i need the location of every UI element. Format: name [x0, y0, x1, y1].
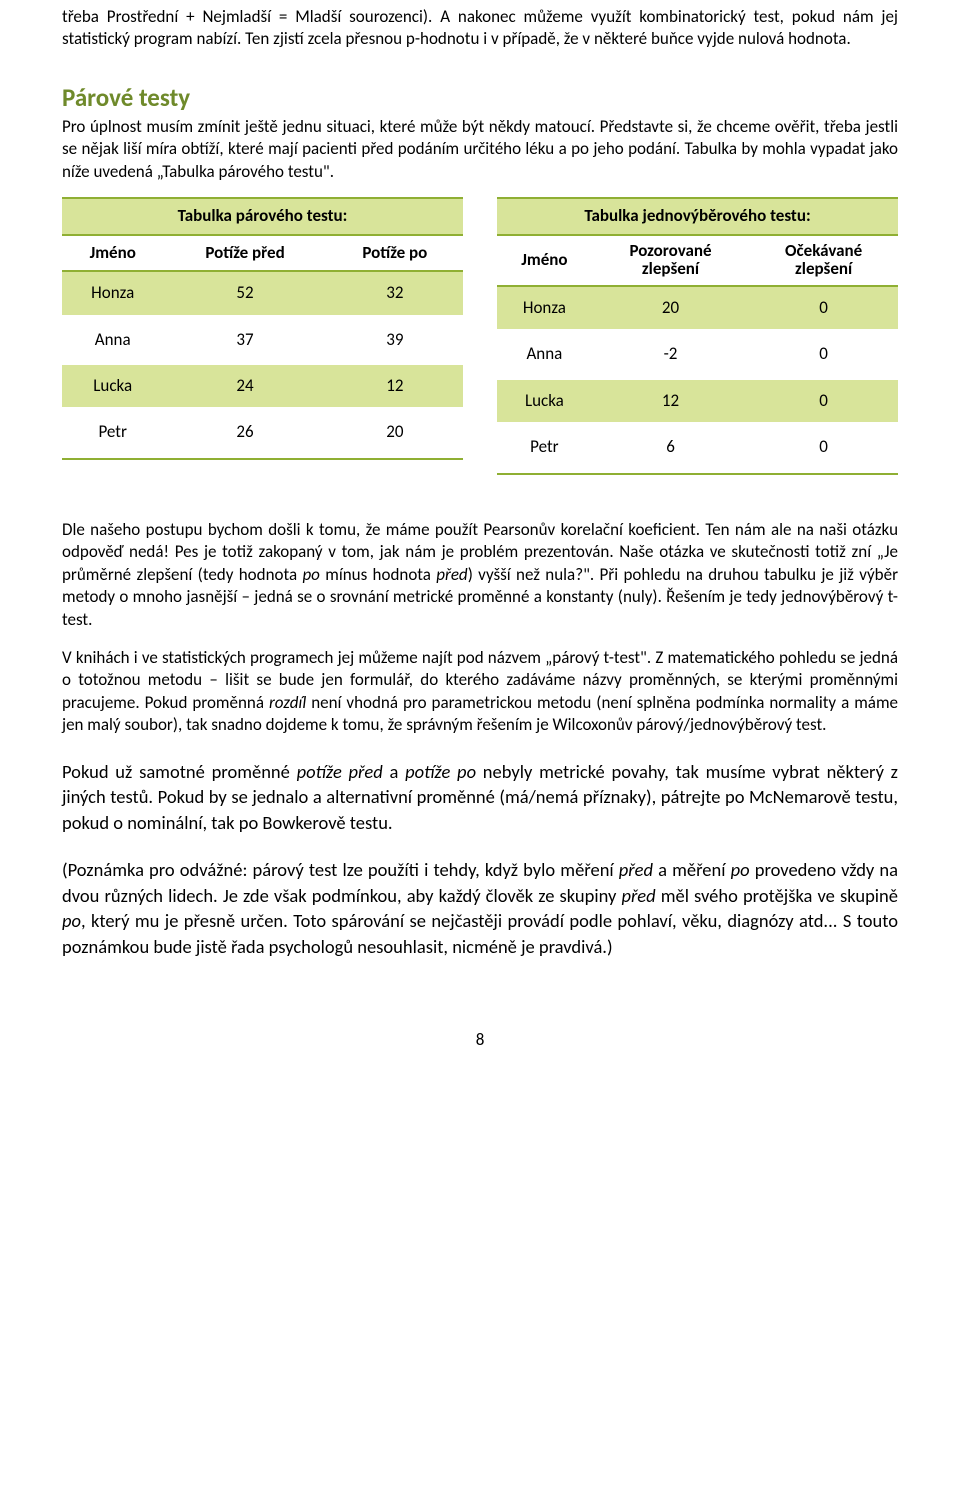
text-italic: po	[62, 909, 81, 932]
table-row: Lucka 12 0	[497, 380, 898, 422]
cell-a: 26	[163, 407, 326, 458]
cell-b: 0	[749, 422, 898, 473]
section-title-parove-testy: Párové testy	[62, 81, 898, 114]
cell-b: 32	[327, 271, 463, 314]
table-header-row: Jméno Pozorovanézlepšení Očekávanézlepše…	[497, 235, 898, 286]
table-paired: Tabulka párového testu: Jméno Potíže pře…	[62, 197, 463, 475]
text: (Poznámka pro odvážné: párový test lze p…	[62, 858, 619, 881]
table-row: Honza 52 32	[62, 271, 463, 314]
table-title-row: Tabulka jednovýběrového testu:	[497, 198, 898, 234]
text-italic: před	[621, 884, 655, 907]
cell-a: 20	[592, 286, 749, 329]
cell-b: 12	[327, 365, 463, 407]
cell-name: Lucka	[497, 380, 592, 422]
text: a měření	[653, 858, 731, 881]
text: měl svého protějška ve skupině	[656, 884, 898, 907]
cell-name: Honza	[497, 286, 592, 329]
table-row: Petr 26 20	[62, 407, 463, 458]
table2-title: Tabulka jednovýběrového testu:	[497, 198, 898, 234]
text-italic: před	[619, 858, 653, 881]
table-row: Honza 20 0	[497, 286, 898, 329]
cell-a: 6	[592, 422, 749, 473]
tables-row: Tabulka párového testu: Jméno Potíže pře…	[62, 197, 898, 475]
text-italic: po	[731, 858, 750, 881]
section-paragraph: Pro úplnost musím zmínit ještě jednu sit…	[62, 116, 898, 183]
cell-b: 0	[749, 329, 898, 379]
table-row: Lucka 24 12	[62, 365, 463, 407]
cell-b: 20	[327, 407, 463, 458]
cell-name: Anna	[497, 329, 592, 379]
table-header-row: Jméno Potíže před Potíže po	[62, 235, 463, 271]
paragraph-block-3: Pokud už samotné proměnné potíže před a …	[62, 759, 898, 836]
col-pozorovane: Pozorovanézlepšení	[592, 235, 749, 286]
paragraph-block-4: (Poznámka pro odvážné: párový test lze p…	[62, 857, 898, 959]
cell-name: Petr	[62, 407, 163, 458]
text: , který mu je přesně určen. Toto spárová…	[62, 909, 898, 958]
text: Pokud už samotné proměnné	[62, 760, 297, 783]
cell-b: 0	[749, 380, 898, 422]
text: mínus hodnota	[320, 564, 436, 585]
cell-name: Anna	[62, 315, 163, 365]
table-row: Anna 37 39	[62, 315, 463, 365]
text-italic: potíže před	[297, 760, 383, 783]
paragraph-block-2: V knihách i ve statistických programech …	[62, 647, 898, 737]
cell-a: 24	[163, 365, 326, 407]
paragraph-after-tables: Dle našeho postupu bychom došli k tomu, …	[62, 519, 898, 631]
col-potize-pred: Potíže před	[163, 235, 326, 271]
cell-name: Lucka	[62, 365, 163, 407]
table-title-row: Tabulka párového testu:	[62, 198, 463, 234]
table-onesample: Tabulka jednovýběrového testu: Jméno Poz…	[497, 197, 898, 475]
cell-b: 39	[327, 315, 463, 365]
text-italic: po	[302, 564, 319, 585]
cell-a: 12	[592, 380, 749, 422]
cell-name: Honza	[62, 271, 163, 314]
table-row: Petr 6 0	[497, 422, 898, 473]
col-potize-po: Potíže po	[327, 235, 463, 271]
page-number: 8	[62, 1029, 898, 1051]
cell-name: Petr	[497, 422, 592, 473]
table-row: Anna -2 0	[497, 329, 898, 379]
text-italic: před	[436, 564, 467, 585]
col-ocekavane: Očekávanézlepšení	[749, 235, 898, 286]
text-italic: potíže po	[405, 760, 476, 783]
text-italic: rozdíl	[269, 692, 306, 713]
cell-a: 37	[163, 315, 326, 365]
cell-b: 0	[749, 286, 898, 329]
cell-a: -2	[592, 329, 749, 379]
intro-paragraph: třeba Prostřední + Nejmladší = Mladší so…	[62, 6, 898, 51]
col-jmeno: Jméno	[62, 235, 163, 271]
col-jmeno: Jméno	[497, 235, 592, 286]
table1-title: Tabulka párového testu:	[62, 198, 463, 234]
cell-a: 52	[163, 271, 326, 314]
text: a	[383, 760, 405, 783]
